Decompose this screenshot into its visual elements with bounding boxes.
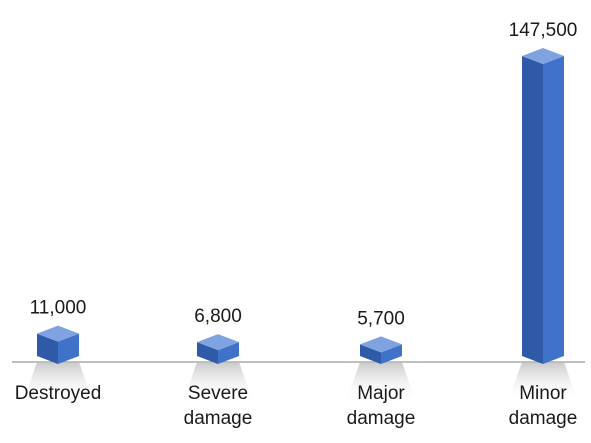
bar-right-face	[218, 342, 239, 364]
bar	[37, 325, 79, 364]
data-label: 6,800	[194, 306, 242, 327]
bar-top-face	[37, 325, 79, 342]
bar-shadow	[23, 362, 93, 402]
bar	[197, 334, 239, 364]
x-tick-label: Minor damage	[508, 383, 578, 429]
bar-shadow	[346, 362, 416, 402]
bar-left-face	[360, 344, 381, 364]
bar-right-face	[381, 344, 402, 364]
bar-shadow	[183, 362, 253, 402]
bar-top-face	[522, 48, 564, 64]
bar	[522, 48, 564, 364]
bar-right-face	[58, 333, 79, 364]
bar-left-face	[197, 342, 218, 364]
bar	[360, 336, 402, 364]
x-tick-label: Major damage	[346, 383, 416, 429]
x-tick-label: Destroyed	[14, 383, 102, 404]
bar-shadow	[508, 362, 578, 402]
bar-top-face	[197, 334, 239, 351]
bar-top-face	[360, 336, 402, 353]
data-label: 5,700	[357, 308, 405, 329]
bar-left-face	[37, 333, 58, 364]
x-tick-label: Severe damage	[183, 383, 253, 429]
data-label: 11,000	[30, 298, 87, 319]
bar-left-face	[522, 56, 543, 364]
bar-right-face	[543, 56, 564, 364]
data-label: 147,500	[509, 20, 578, 41]
